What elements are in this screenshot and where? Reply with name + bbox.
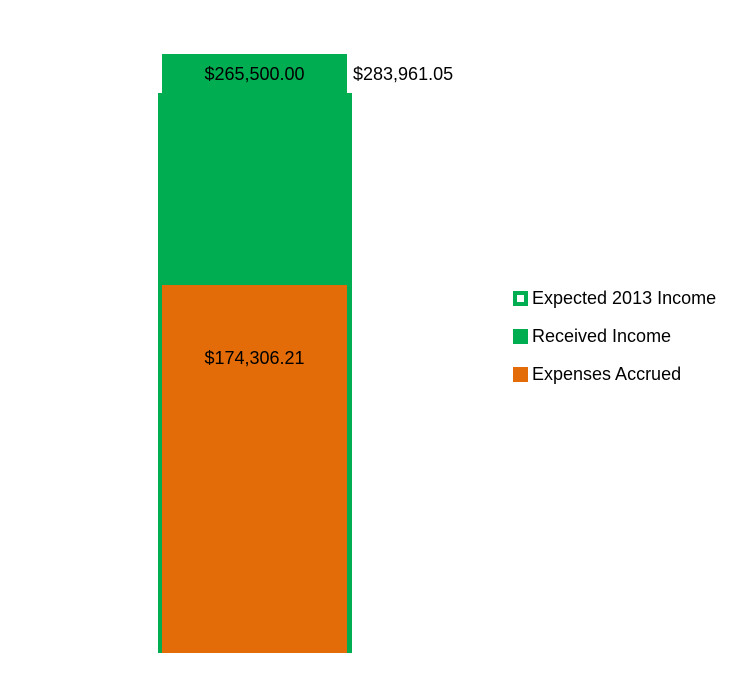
bar-expenses-accrued [162, 285, 347, 653]
chart-legend: Expected 2013 Income Received Income Exp… [513, 279, 716, 393]
legend-label: Expected 2013 Income [532, 288, 717, 308]
legend-swatch-icon [513, 366, 528, 382]
legend-item-expenses-accrued: Expenses Accrued [513, 355, 716, 393]
legend-label: Received Income [532, 326, 672, 346]
legend-item-received-income: Received Income [513, 317, 716, 355]
data-label-received-income: $283,961.05 [353, 64, 454, 84]
legend-swatch-icon [513, 328, 528, 344]
data-label-expenses-accrued: $174,306.21 [204, 348, 305, 368]
legend-label: Expenses Accrued [532, 364, 682, 384]
legend-item-expected-2013-income: Expected 2013 Income [513, 279, 716, 317]
data-label-expected-income: $265,500.00 [204, 64, 305, 84]
legend-swatch-icon [513, 290, 528, 306]
